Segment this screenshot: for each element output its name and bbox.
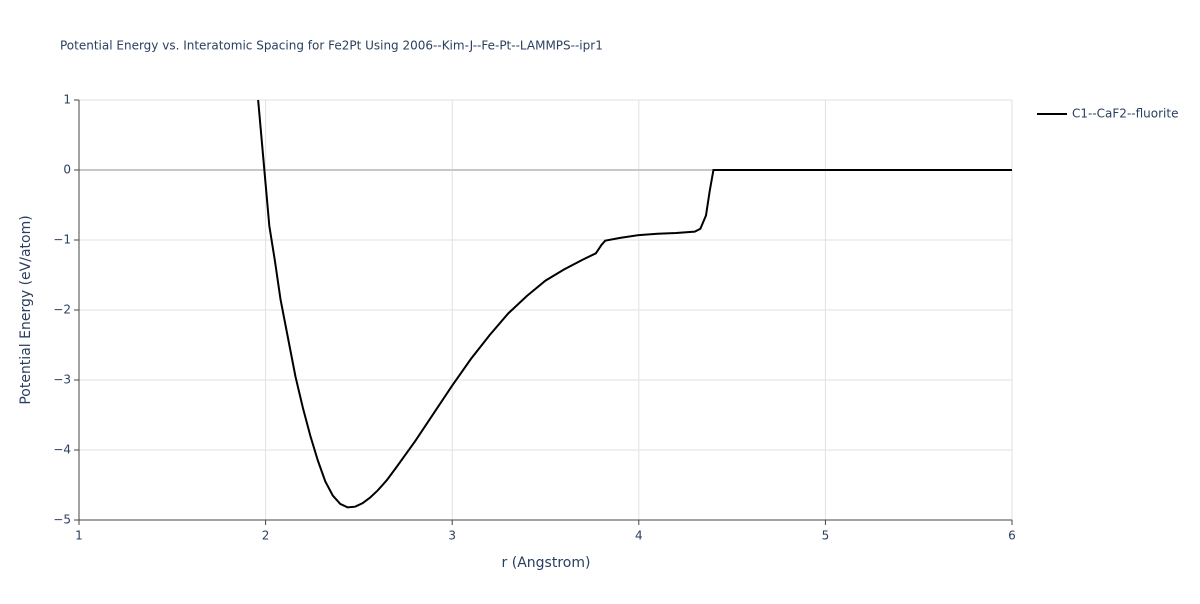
y-axis-title: Potential Energy (eV/atom) <box>18 215 34 404</box>
y-tick-label: −2 <box>53 303 71 317</box>
x-axis-title: r (Angstrom) <box>502 555 591 571</box>
y-tick-label: −1 <box>53 233 71 247</box>
chart-title: Potential Energy vs. Interatomic Spacing… <box>60 39 603 53</box>
y-tick-label: −5 <box>53 513 71 527</box>
y-tick-label: −4 <box>53 443 71 457</box>
legend-label: C1--CaF2--fluorite <box>1072 107 1178 121</box>
y-tick-label: 0 <box>63 163 71 177</box>
x-tick-label: 1 <box>75 529 83 543</box>
x-tick-label: 6 <box>1008 529 1016 543</box>
x-tick-label: 3 <box>448 529 456 543</box>
x-tick-label: 4 <box>635 529 643 543</box>
line <box>257 99 1012 509</box>
x-tick-label: 2 <box>262 529 270 543</box>
x-tick-label: 5 <box>822 529 830 543</box>
y-tick-label: 1 <box>63 93 71 107</box>
y-tick-label: −3 <box>53 373 71 387</box>
